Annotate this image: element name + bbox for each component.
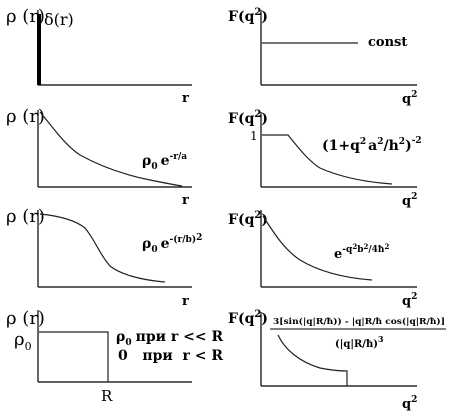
const-label: const [368, 35, 407, 50]
r-axis-label: r [182, 294, 189, 309]
r-axis-label: r [182, 91, 189, 106]
q2-axis-label: q2 [402, 292, 417, 309]
panel-sphere-density: ρ (r) ρ0 ρ0 при r << R 0 при r < R R [6, 308, 223, 405]
R-axis-label: R [101, 387, 113, 405]
q2-axis-label: q2 [402, 90, 417, 107]
rho0-exp-label: ρ0 e-r/a [142, 152, 187, 172]
rho-label: ρ (r) [6, 106, 45, 127]
dipole-formula: (1+q2 a2/h2)-2 [322, 136, 422, 154]
panel-const-formfactor: F(q2) const q2 [228, 7, 417, 107]
piecewise-line1: ρ0 при r << R [116, 329, 223, 348]
one-tick-label: 1 [250, 129, 258, 143]
gauss-density-curve [39, 213, 166, 283]
sphere-numerator: 3[sin(|q|R/ħ)) - |q|R/ħ cos(|q|R/ħ)] [273, 316, 445, 327]
rho0-gauss-label: ρ0 e-(r/b)2 [142, 233, 202, 255]
exp-decay-curve [39, 111, 183, 187]
step-function [39, 331, 109, 382]
panel-gauss-density: ρ (r) ρ0 e-(r/b)2 r [6, 206, 202, 309]
r-axis-label: r [182, 193, 189, 208]
q2-axis-label: q2 [402, 395, 417, 412]
panel-exp-density: ρ (r) ρ0 e-r/a r [6, 106, 192, 208]
gauss-formfactor-formula: e-q2b2/4ħ2 [334, 242, 389, 262]
panel-sphere-formfactor: F(q2) 3[sin(|q|R/ħ)) - |q|R/ħ cos(|q|R/ħ… [228, 309, 446, 412]
rho0-tick-label: ρ0 [14, 329, 32, 353]
F-label: F(q2) [228, 109, 268, 127]
q2-axis-label: q2 [402, 192, 417, 209]
F-label: F(q2) [228, 7, 268, 25]
panel-delta-density: ρ (r) δ(r) r [6, 6, 192, 106]
gauss-formfactor-curve [262, 215, 373, 281]
dipole-curve [262, 134, 393, 185]
panel-gauss-formfactor: F(q2) e-q2b2/4ħ2 q2 [228, 210, 417, 309]
rho-label: ρ (r) [6, 308, 45, 329]
sphere-formfactor-curve [277, 334, 348, 386]
sphere-denominator: (|q|R/ħ)3 [335, 334, 384, 350]
rho-label: ρ (r) [6, 6, 45, 27]
F-label: F(q2) [228, 309, 268, 327]
panel-dipole-formfactor: F(q2) 1 (1+q2 a2/h2)-2 q2 [228, 109, 422, 209]
rho-label: ρ (r) [6, 206, 45, 227]
piecewise-line2: 0 при r < R [118, 348, 223, 364]
F-label: F(q2) [228, 210, 268, 228]
delta-label: δ(r) [44, 10, 74, 29]
